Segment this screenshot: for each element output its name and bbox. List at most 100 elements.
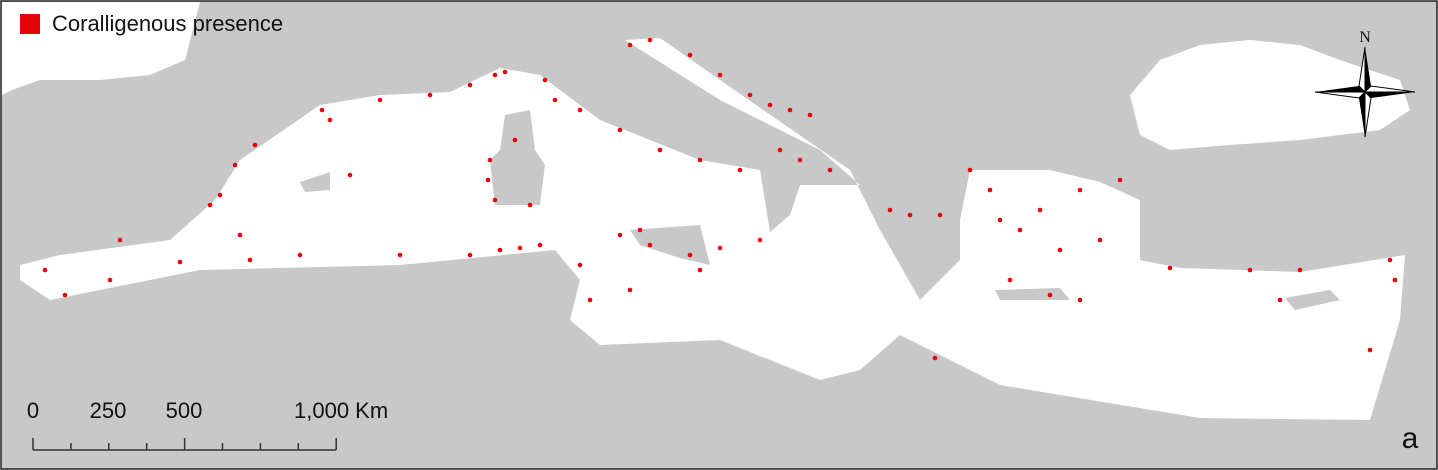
presence-point [1077,187,1083,193]
presence-point [1047,292,1053,298]
presence-point [1247,267,1253,273]
presence-point [107,277,113,283]
presence-point [697,157,703,163]
presence-point [252,142,258,148]
presence-point [697,267,703,273]
presence-point [1277,297,1283,303]
presence-point [207,202,213,208]
presence-point [492,72,498,78]
presence-points [42,37,1398,361]
presence-point [1117,177,1123,183]
presence-point [807,112,813,118]
presence-point [552,97,558,103]
panel-label: a [1402,422,1419,455]
presence-point [717,72,723,78]
mediterranean-sea [20,38,1405,420]
crete [995,288,1070,300]
presence-point [617,232,623,238]
presence-point [787,107,793,113]
presence-point [637,227,643,233]
presence-point [647,242,653,248]
presence-point [627,42,633,48]
presence-point [327,117,333,123]
presence-point [217,192,223,198]
presence-point [1387,257,1393,263]
presence-point [397,252,403,258]
presence-point [647,37,653,43]
presence-point [247,257,253,263]
presence-point [347,172,353,178]
presence-point [237,232,243,238]
presence-point [232,162,238,168]
presence-point [907,212,913,218]
presence-point [617,127,623,133]
presence-point [377,97,383,103]
presence-point [887,207,893,213]
presence-point [587,297,593,303]
presence-point [737,167,743,173]
presence-point [777,147,783,153]
presence-point [537,242,543,248]
presence-point [1392,277,1398,283]
presence-point [467,82,473,88]
north-arrow: N [1314,29,1416,138]
presence-point [42,267,48,273]
scale-label: 1,000 Km [294,398,388,423]
presence-point [1077,297,1083,303]
presence-point [542,77,548,83]
presence-point [319,107,325,113]
presence-point [492,197,498,203]
scale-label: 250 [90,398,127,423]
presence-point [497,247,503,253]
presence-point [1297,267,1303,273]
north-label: N [1359,29,1371,46]
presence-point [177,259,183,265]
presence-point [512,137,518,143]
presence-point [932,355,938,361]
presence-point [627,287,633,293]
presence-point [62,292,68,298]
presence-point [937,212,943,218]
presence-point [502,69,508,75]
presence-point [577,262,583,268]
presence-point [297,252,303,258]
balearics [300,172,330,192]
presence-point [485,177,491,183]
presence-point [577,107,583,113]
atlantic [2,2,200,95]
legend-swatch [20,14,40,34]
presence-point [687,252,693,258]
presence-point [1007,277,1013,283]
scale-label: 500 [166,398,203,423]
presence-point [767,102,773,108]
scale-bar [32,438,337,451]
presence-point [797,157,803,163]
black-sea [1130,40,1410,150]
presence-point [117,237,123,243]
legend-label: Coralligenous presence [52,11,283,36]
presence-point [1367,347,1373,353]
presence-point [717,245,723,251]
presence-point [1097,237,1103,243]
presence-point [987,187,993,193]
presence-point [1017,227,1023,233]
presence-point [997,217,1003,223]
presence-point [657,147,663,153]
cyprus [1285,290,1340,310]
corsica-sardinia [490,110,545,205]
presence-point [517,245,523,251]
presence-point [827,167,833,173]
presence-point [757,237,763,243]
scale-label: 0 [27,398,39,423]
presence-point [1167,265,1173,271]
presence-point [747,92,753,98]
presence-point [467,252,473,258]
presence-point [1057,247,1063,253]
presence-point [427,92,433,98]
presence-point [527,202,533,208]
presence-point [1037,207,1043,213]
presence-point [487,157,493,163]
presence-point [967,167,973,173]
